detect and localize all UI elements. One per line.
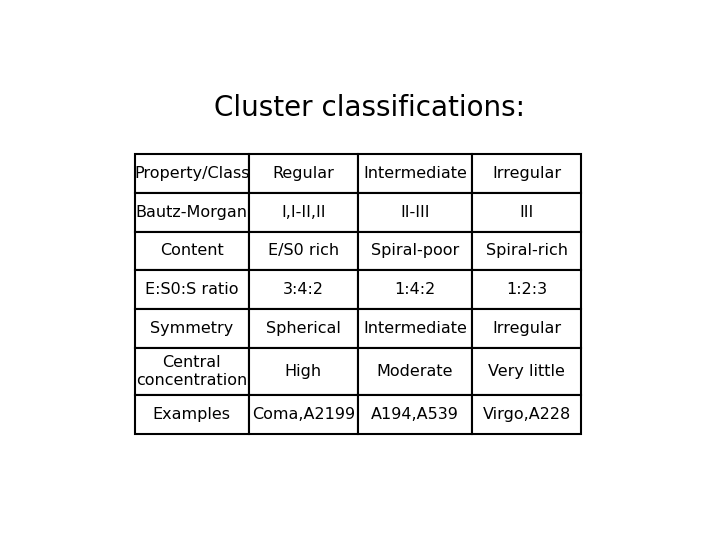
Text: Property/Class: Property/Class bbox=[134, 166, 250, 181]
Bar bbox=[135, 348, 249, 395]
Text: Cluster classifications:: Cluster classifications: bbox=[214, 94, 524, 123]
Bar bbox=[249, 348, 358, 395]
Text: 1:4:2: 1:4:2 bbox=[395, 282, 436, 297]
Text: Irregular: Irregular bbox=[492, 166, 561, 181]
Text: Moderate: Moderate bbox=[377, 364, 454, 379]
Bar bbox=[358, 348, 472, 395]
Bar bbox=[249, 193, 358, 232]
Text: Spiral-poor: Spiral-poor bbox=[371, 244, 459, 258]
Bar bbox=[249, 270, 358, 309]
Bar bbox=[358, 154, 472, 193]
Bar bbox=[358, 270, 472, 309]
Bar bbox=[472, 309, 581, 348]
Text: Bautz-Morgan: Bautz-Morgan bbox=[136, 205, 248, 220]
Text: Symmetry: Symmetry bbox=[150, 321, 233, 336]
Bar bbox=[135, 193, 249, 232]
Text: Virgo,A228: Virgo,A228 bbox=[482, 407, 571, 422]
Bar bbox=[472, 348, 581, 395]
Text: Examples: Examples bbox=[153, 407, 231, 422]
Bar bbox=[472, 193, 581, 232]
Bar bbox=[358, 193, 472, 232]
Bar bbox=[135, 270, 249, 309]
Bar bbox=[135, 309, 249, 348]
Bar bbox=[472, 270, 581, 309]
Bar bbox=[358, 309, 472, 348]
Text: E/S0 rich: E/S0 rich bbox=[268, 244, 339, 258]
Text: E:S0:S ratio: E:S0:S ratio bbox=[145, 282, 238, 297]
Text: Intermediate: Intermediate bbox=[363, 166, 467, 181]
Text: Regular: Regular bbox=[272, 166, 334, 181]
Text: Content: Content bbox=[160, 244, 224, 258]
Bar bbox=[358, 232, 472, 270]
Bar bbox=[135, 154, 249, 193]
Bar bbox=[249, 232, 358, 270]
Text: II-III: II-III bbox=[400, 205, 430, 220]
Text: Irregular: Irregular bbox=[492, 321, 561, 336]
Text: I,I-II,II: I,I-II,II bbox=[282, 205, 325, 220]
Text: 3:4:2: 3:4:2 bbox=[283, 282, 324, 297]
Text: Central
concentration: Central concentration bbox=[136, 355, 248, 388]
Bar bbox=[472, 395, 581, 434]
Text: High: High bbox=[285, 364, 322, 379]
Bar bbox=[249, 154, 358, 193]
Bar bbox=[249, 309, 358, 348]
Bar bbox=[135, 232, 249, 270]
Text: Intermediate: Intermediate bbox=[363, 321, 467, 336]
Text: Coma,A2199: Coma,A2199 bbox=[252, 407, 355, 422]
Text: Spiral-rich: Spiral-rich bbox=[485, 244, 567, 258]
Bar bbox=[135, 395, 249, 434]
Bar bbox=[358, 395, 472, 434]
Text: A194,A539: A194,A539 bbox=[371, 407, 459, 422]
Text: III: III bbox=[520, 205, 534, 220]
Bar bbox=[472, 154, 581, 193]
Text: 1:2:3: 1:2:3 bbox=[506, 282, 547, 297]
Bar bbox=[472, 232, 581, 270]
Text: Very little: Very little bbox=[488, 364, 565, 379]
Bar bbox=[249, 395, 358, 434]
Text: Spherical: Spherical bbox=[266, 321, 341, 336]
